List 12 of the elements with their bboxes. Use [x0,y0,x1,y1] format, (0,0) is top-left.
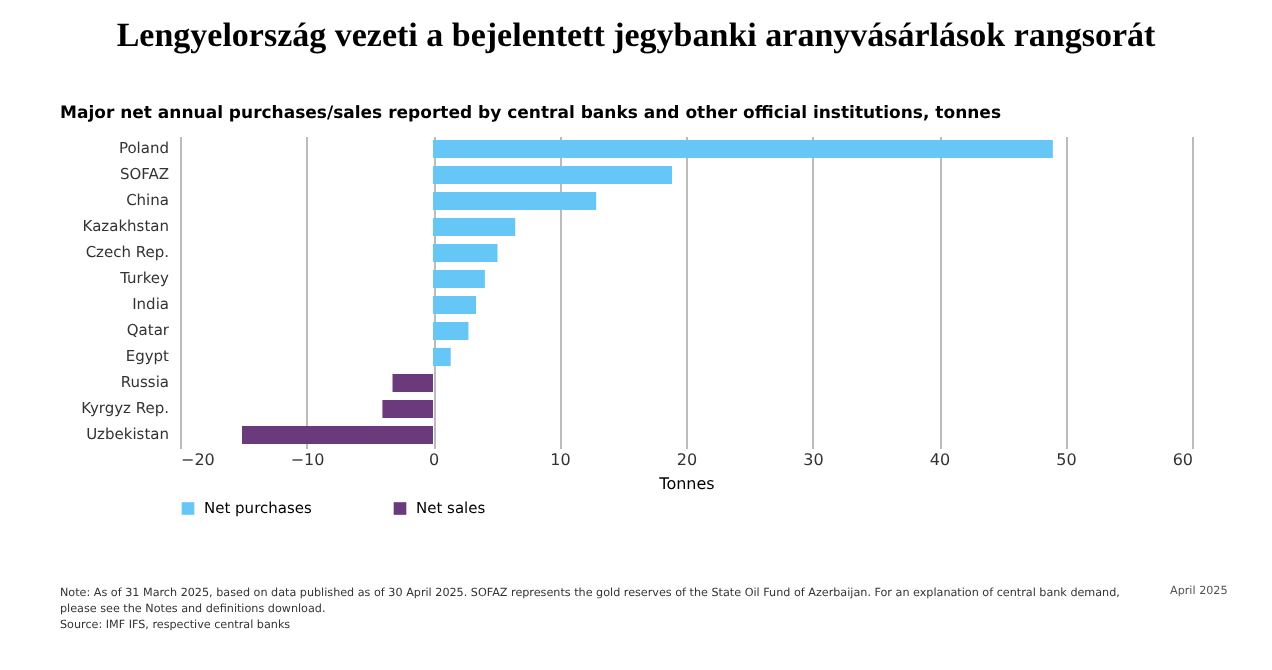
x-axis-title: Tonnes [657,475,715,493]
x-tick-label: 30 [803,451,824,469]
x-tick-label: −20 [181,451,215,469]
x-tick-label: 60 [1172,451,1193,469]
x-tick-label: 10 [550,451,571,469]
x-tick-label: 0 [428,451,440,469]
chart-title: Lengyelország vezeti a bejelentett jegybanki aranyvásárlások rangsorát [114,14,1158,58]
x-tick-label: 20 [676,451,698,469]
x-tick-label: 50 [1056,451,1077,469]
x-tick-label: −10 [290,451,325,469]
x-tick-label: 40 [929,451,951,469]
chart-subtitle: Major net annual purchases/sales reported by central banks and other official institutions, tonnes [60,104,1004,124]
